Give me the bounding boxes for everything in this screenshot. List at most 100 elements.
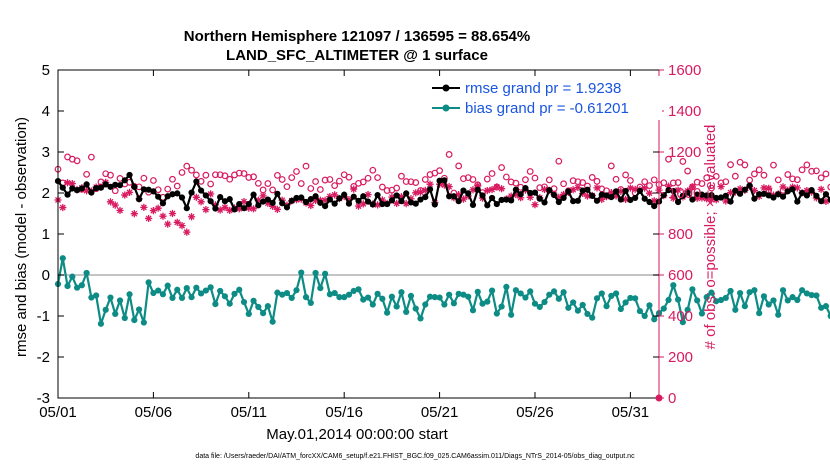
bias-point — [636, 307, 644, 315]
obs-evaluated-point — [145, 214, 153, 223]
obs-evaluated-point — [459, 195, 468, 203]
bias-point — [517, 290, 524, 297]
bias-series — [54, 255, 830, 327]
bias-point — [93, 292, 100, 299]
obs-possible-point — [483, 175, 491, 183]
obs-evaluated-point — [68, 179, 76, 188]
bias-point — [536, 303, 543, 311]
y-right-tick-label: 800 — [668, 226, 693, 243]
bias-point — [789, 294, 796, 301]
bias-point — [584, 310, 591, 318]
obs-evaluated-point — [607, 188, 615, 197]
rmse-point — [493, 200, 500, 208]
obs-possible-point — [283, 183, 291, 191]
rmse-point — [522, 184, 529, 192]
plot-area: -3 -2 -1 0 1 2 3 4 5 0 200 400 600 800 1000 1200 1400 160… — [37, 62, 830, 421]
obs-evaluated-point — [350, 185, 358, 193]
rmse-point — [336, 195, 343, 202]
obs-evaluated-point — [593, 184, 601, 192]
x-tick-label: 05/11 — [231, 404, 267, 421]
y-right-tick-label: 1600 — [668, 62, 701, 79]
bias-point — [307, 299, 314, 306]
bias-point — [498, 303, 505, 310]
bias-point — [446, 291, 453, 298]
bias-point — [727, 287, 734, 295]
bias-point — [69, 273, 76, 280]
rmse-point — [603, 192, 610, 199]
rmse-point — [198, 187, 205, 194]
y-left-tick-label: 2 — [42, 185, 50, 202]
bias-point — [598, 290, 605, 297]
rmse-point — [765, 192, 772, 199]
obs-possible-point — [259, 186, 267, 194]
bias-point — [646, 302, 653, 309]
obs-possible-point — [278, 176, 286, 183]
bias-point — [679, 319, 686, 326]
obs-evaluated-point — [364, 191, 372, 199]
rmse-point — [617, 196, 624, 203]
obs-evaluated-point — [817, 185, 825, 193]
bias-point — [336, 294, 343, 301]
bias-point — [59, 255, 66, 262]
bias-point — [345, 291, 353, 298]
obs-possible-point — [111, 187, 119, 195]
obs-possible-point — [703, 174, 711, 182]
rmse-point — [307, 196, 314, 203]
obs-evaluated-point — [207, 190, 215, 198]
bias-point — [765, 301, 772, 308]
obs-possible-point — [321, 176, 329, 184]
obs-possible-point — [245, 174, 253, 181]
rmse-point — [345, 200, 353, 207]
bias-point — [560, 289, 567, 296]
rmse-point — [646, 198, 653, 206]
rmse-line — [57, 173, 830, 211]
obs-evaluated-point — [416, 188, 425, 196]
y-right-tick-label: 600 — [668, 267, 693, 284]
obs-possible-point — [188, 166, 195, 174]
obs-evaluated-point — [598, 195, 606, 203]
rmse-point — [636, 187, 644, 195]
bias-point — [632, 295, 639, 302]
rmse-point — [178, 194, 186, 201]
y-right-tick-label: 1400 — [668, 103, 701, 120]
obs-possible-point — [774, 176, 782, 184]
obs-possible-point — [741, 161, 749, 169]
bias-point — [579, 301, 586, 309]
rmse-point — [393, 192, 400, 199]
rmse-point — [88, 189, 95, 196]
obs-possible-point — [378, 183, 386, 191]
x-tick-label: 05/31 — [612, 404, 650, 421]
rmse-point — [255, 202, 262, 209]
obs-possible-point — [364, 174, 372, 182]
obs-evaluated-point — [249, 205, 258, 213]
rmse-point — [364, 198, 372, 205]
bias-point — [818, 304, 825, 311]
bias-point — [527, 288, 534, 295]
obs-evaluated-point — [168, 209, 177, 218]
chart-title-line2: LAND_SFC_ALTIMETER @ 1 surface — [226, 47, 488, 64]
bias-point — [150, 289, 157, 297]
rmse-point — [221, 198, 229, 205]
y-right-tick-label: 400 — [668, 308, 693, 325]
obs-possible-point — [149, 177, 157, 184]
bias-point — [512, 287, 520, 294]
rmse-point — [326, 196, 333, 203]
rmse-point — [298, 194, 305, 201]
obs-possible-point — [164, 185, 172, 193]
data-file-footnote: data file: /Users/raeder/DAI/ATM_forcXX/… — [195, 453, 635, 460]
obs-possible-point — [211, 171, 219, 179]
rmse-point — [822, 191, 830, 198]
obs-evaluated-point — [331, 191, 339, 199]
obs-possible-point — [626, 177, 634, 184]
obs-evaluated-point — [311, 196, 320, 205]
obs-possible-point — [460, 175, 467, 183]
bias-point — [83, 269, 90, 277]
obs-evaluated-point — [378, 196, 386, 204]
obs-possible-point — [316, 186, 324, 193]
rmse-point — [694, 191, 701, 198]
rmse-point — [250, 191, 257, 198]
obs-evaluated-point — [469, 186, 477, 194]
obs-evaluated-point — [412, 189, 420, 197]
rmse-point — [279, 200, 286, 207]
obs-possible-point — [288, 174, 296, 182]
